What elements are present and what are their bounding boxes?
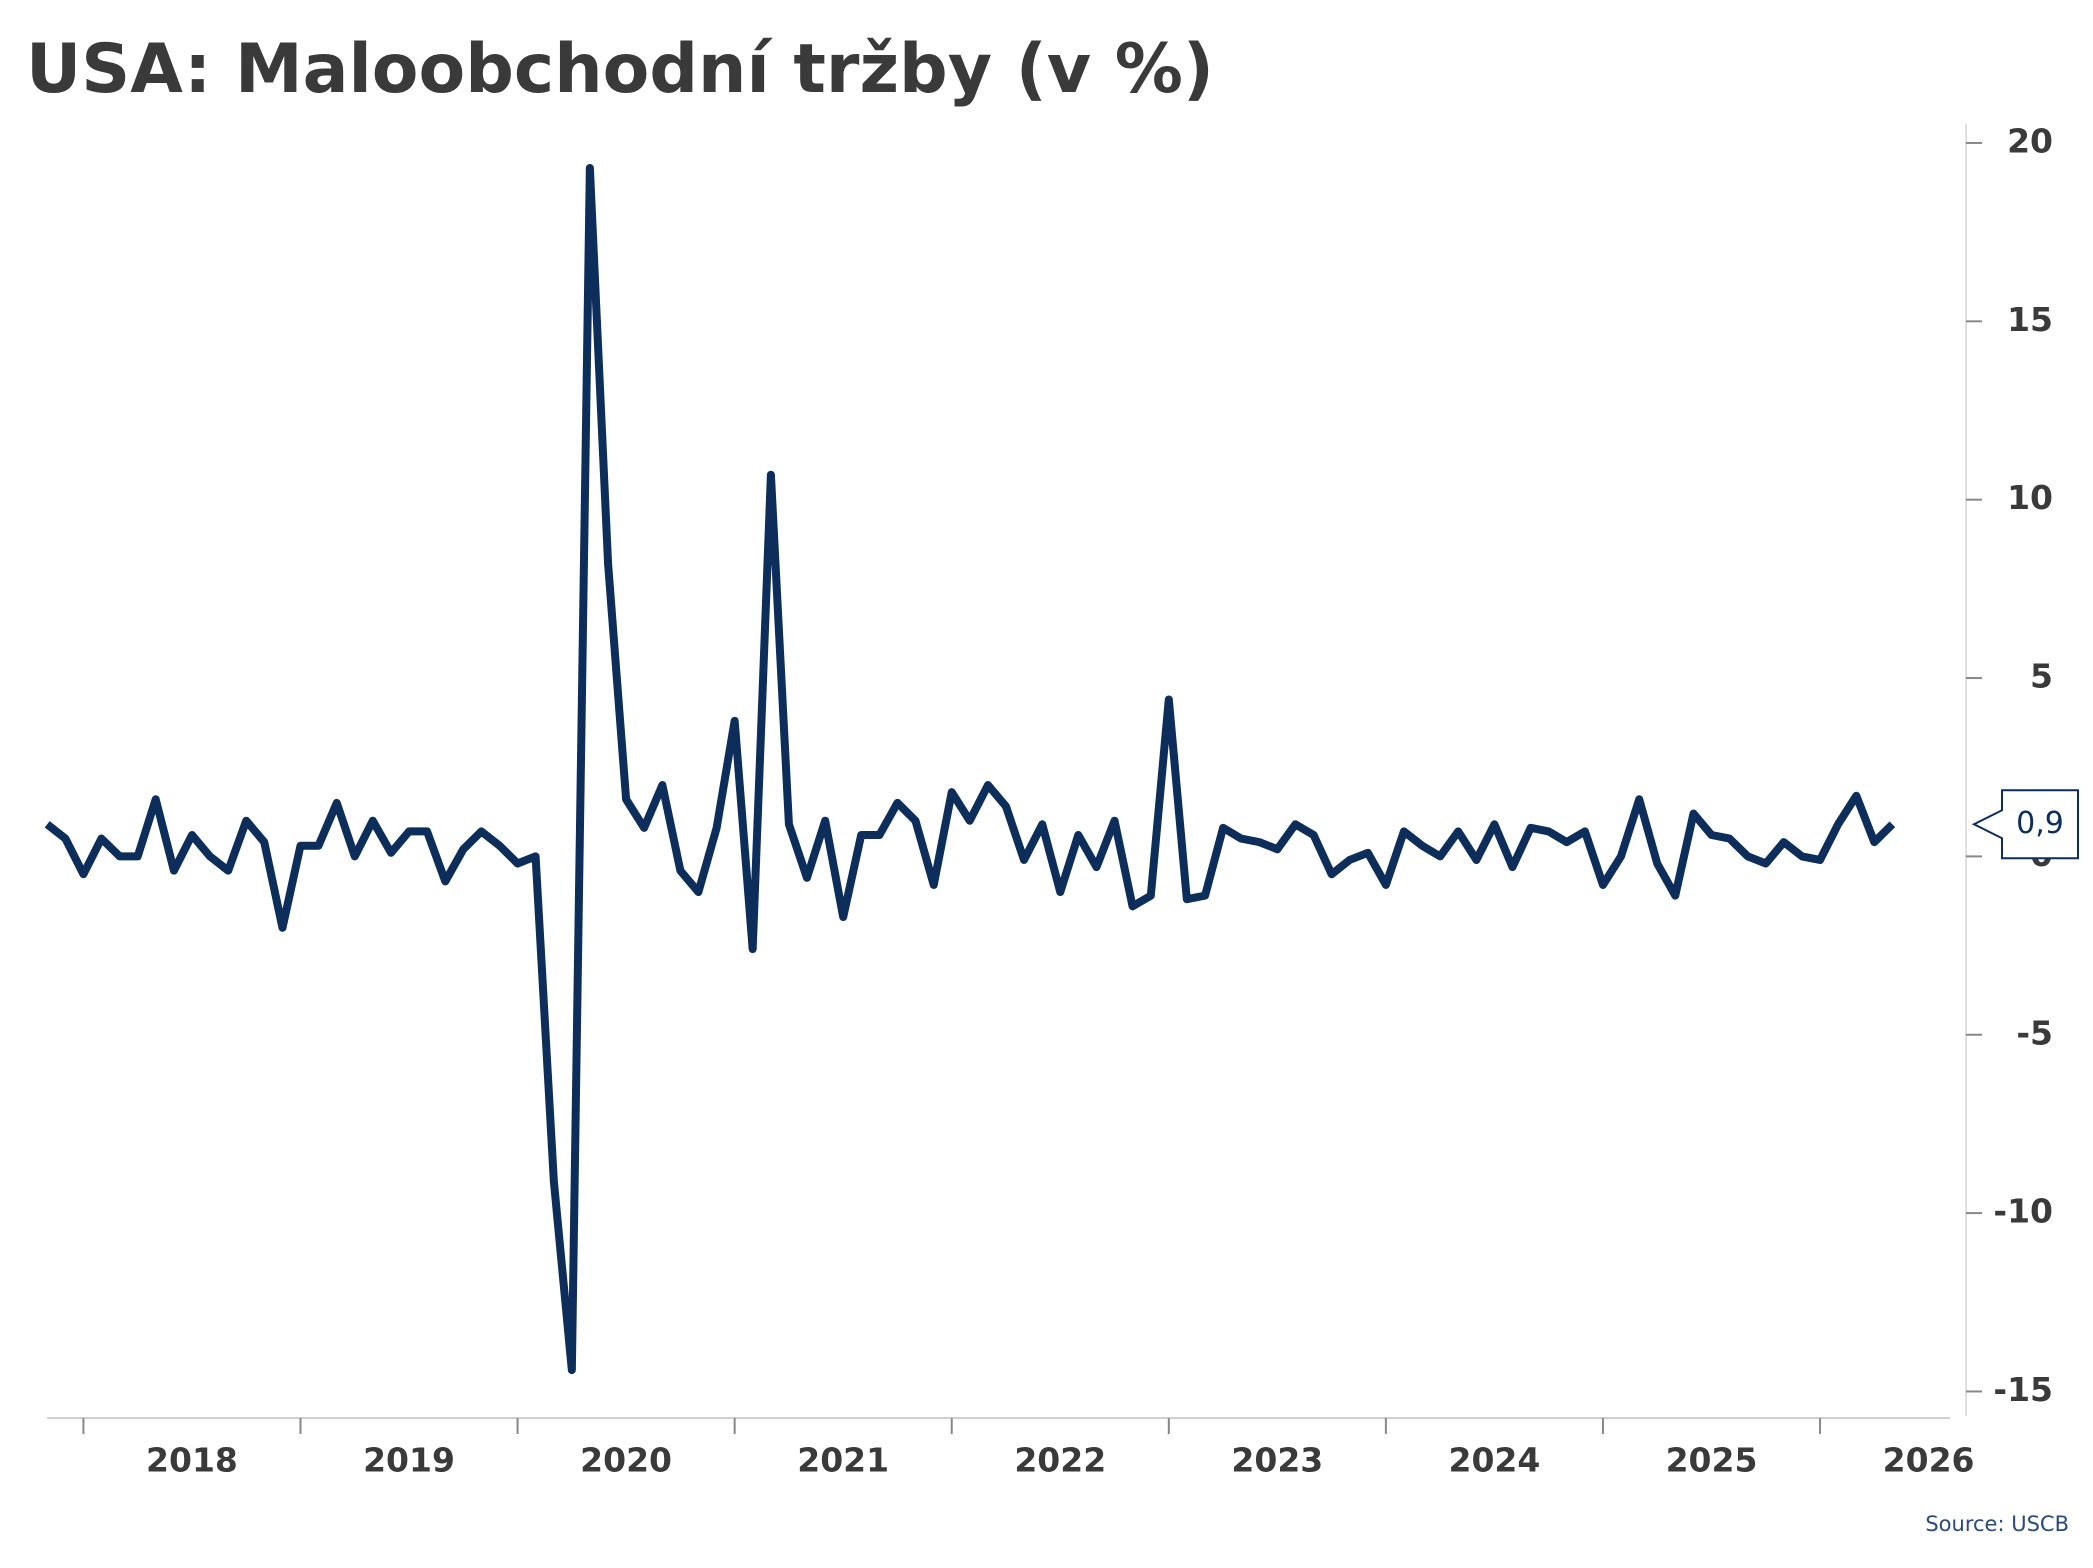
y-tick-label: 5 (2030, 657, 2053, 696)
x-tick-label: 2019 (363, 1441, 455, 1480)
x-tick-label: 2023 (1231, 1441, 1323, 1480)
x-tick-label: 2020 (580, 1441, 672, 1480)
x-tick-label: 2018 (146, 1441, 238, 1480)
y-tick-label: 15 (2007, 300, 2053, 339)
chart-title: USA: Maloobchodní tržby (v %) (26, 30, 1214, 109)
x-tick-label: 2022 (1014, 1441, 1106, 1480)
y-tick-label: 10 (2007, 478, 2053, 517)
y-tick-label: -10 (1993, 1192, 2053, 1231)
x-tick-label: 2024 (1448, 1441, 1540, 1480)
data-line (44, 163, 1896, 1375)
value-label: 0,9 (2016, 806, 2064, 841)
x-tick-label: 2025 (1666, 1441, 1758, 1480)
y-tick-label: -5 (2016, 1013, 2053, 1052)
value-callout (1971, 789, 2079, 860)
x-tick-label: 2021 (797, 1441, 889, 1480)
x-tick-label: 2026 (1883, 1441, 1975, 1480)
y-tick-label: -15 (1993, 1370, 2053, 1409)
source: Source: USCB (1925, 1512, 2069, 1536)
y-tick-label: 20 (2007, 121, 2053, 160)
